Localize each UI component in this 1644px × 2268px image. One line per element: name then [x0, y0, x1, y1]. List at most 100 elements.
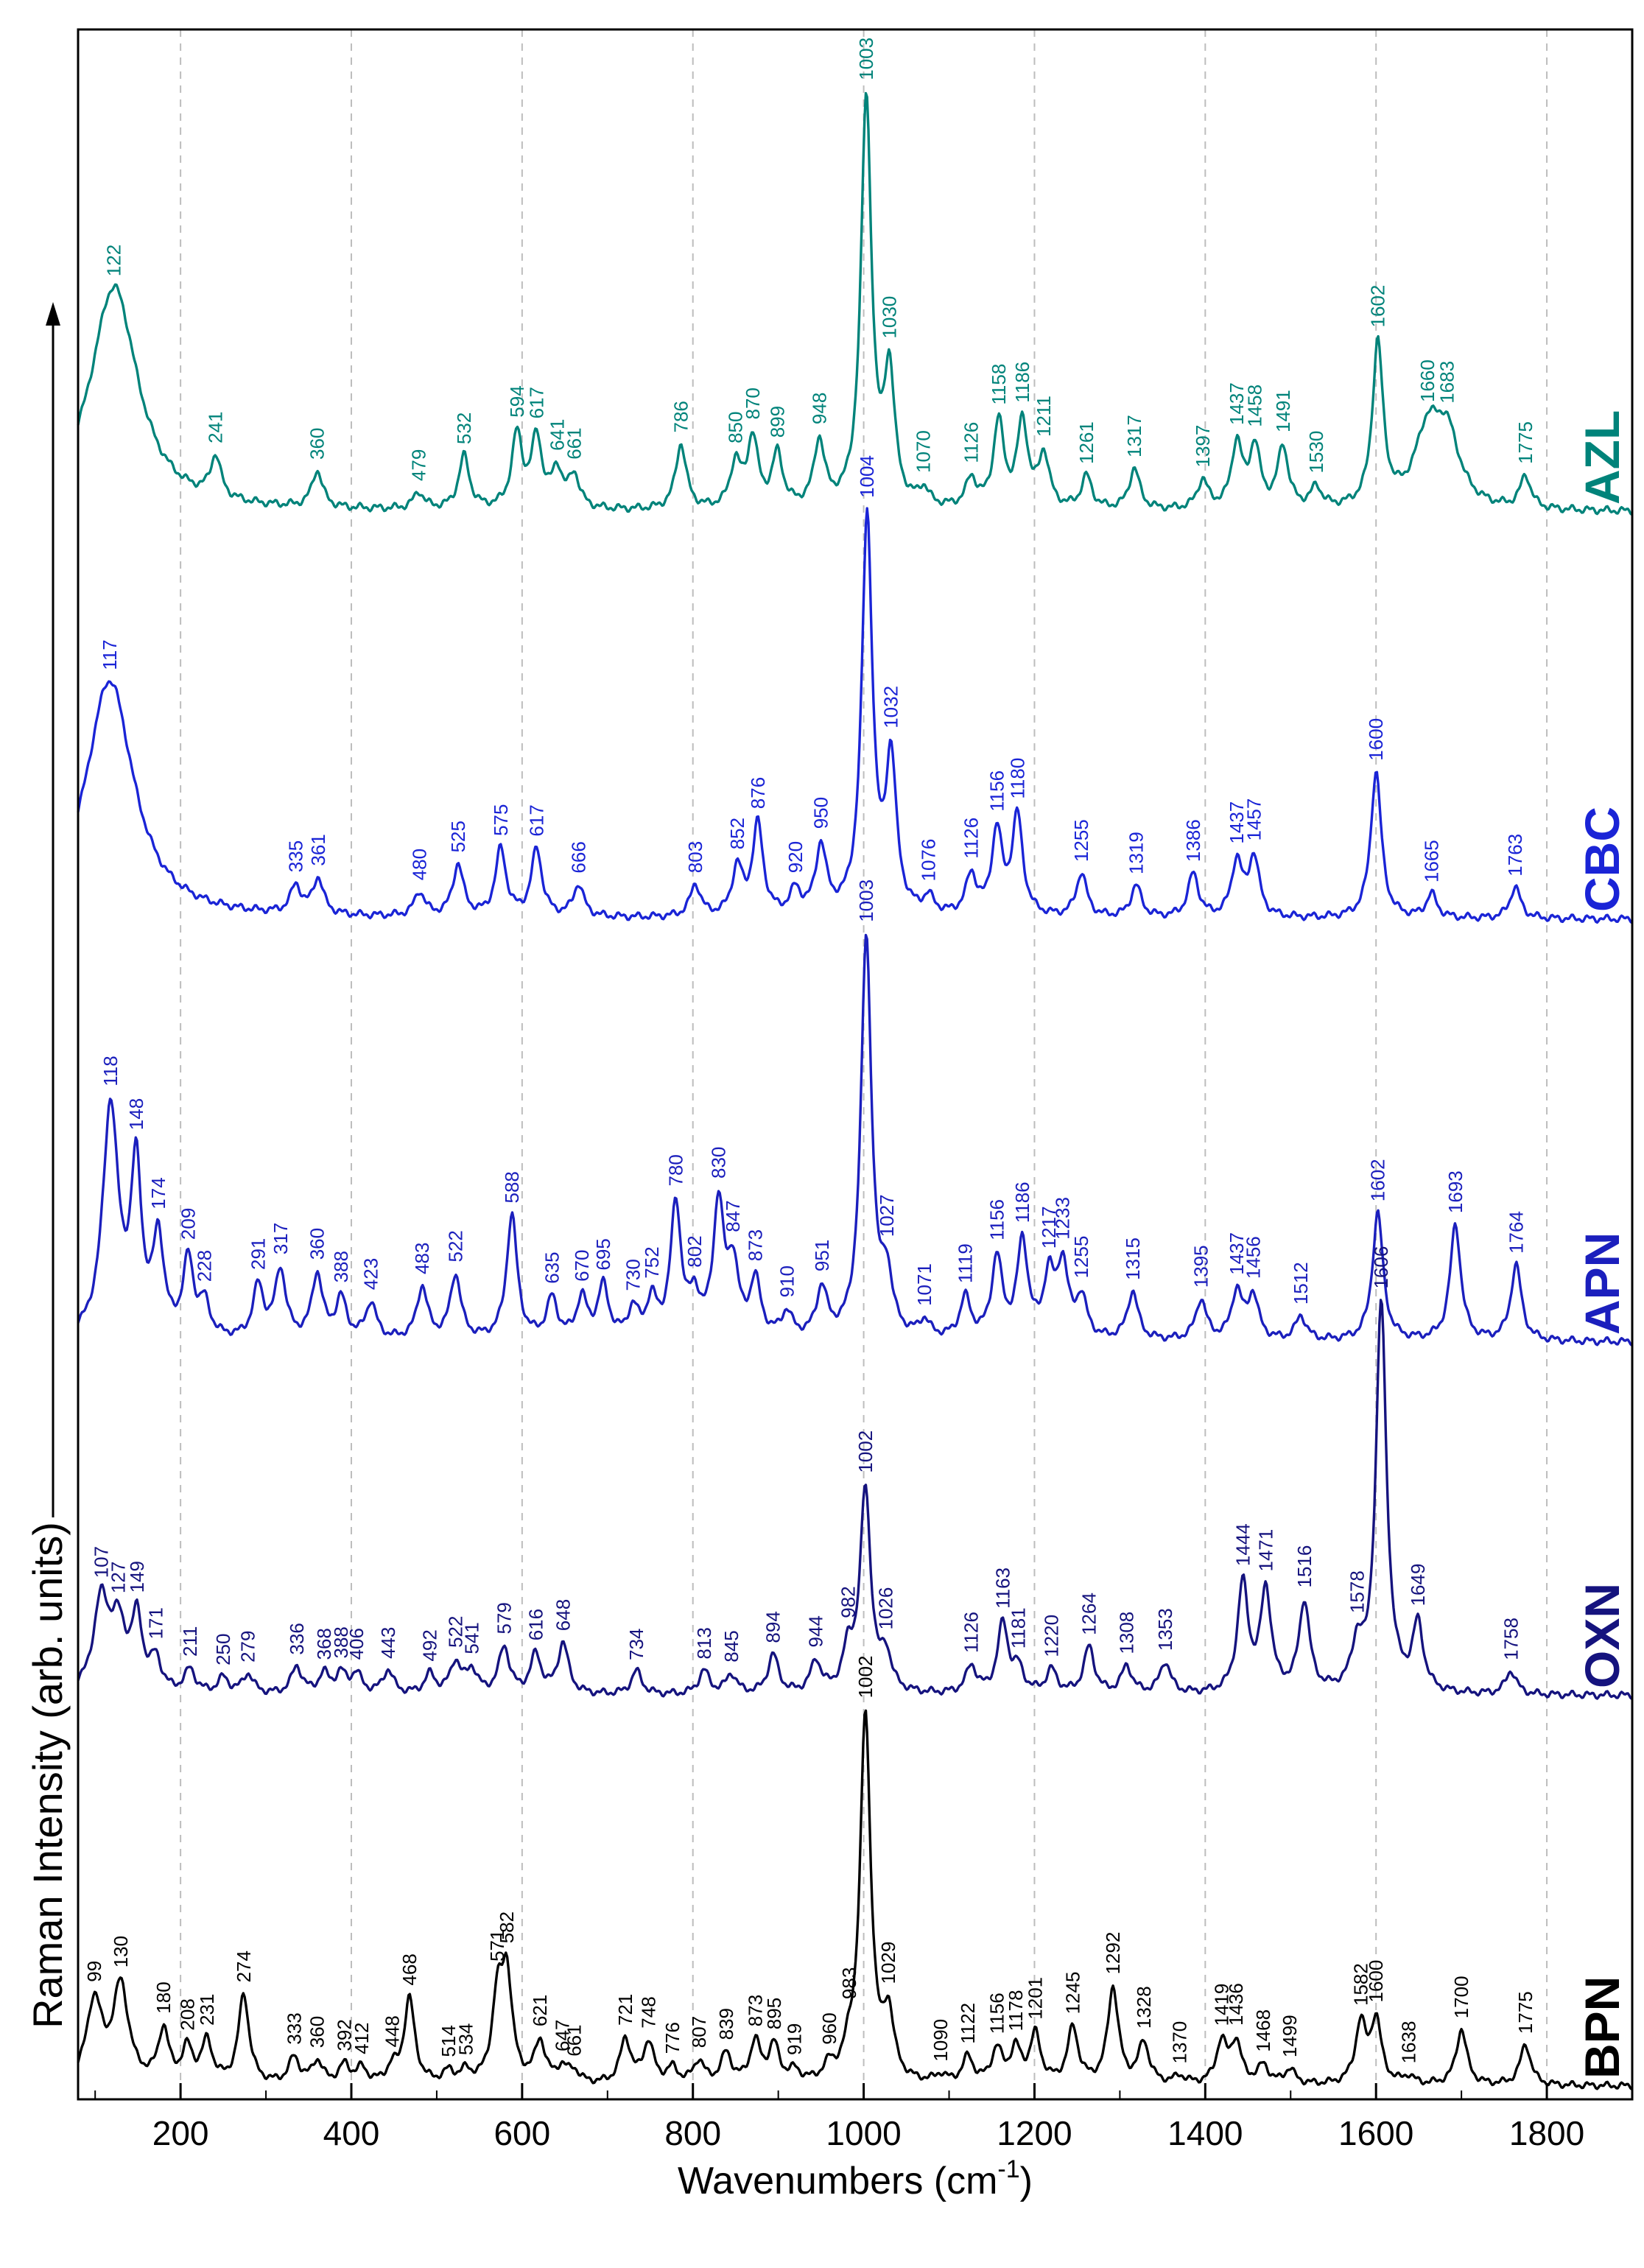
- peak-label: 1126: [960, 818, 983, 859]
- y-axis-arrow: [46, 302, 60, 1517]
- peak-label: 1395: [1190, 1245, 1212, 1288]
- peak-label: 1220: [1041, 1615, 1063, 1657]
- peak-label: 899: [767, 406, 789, 438]
- peak-label: 1700: [1450, 1976, 1472, 2018]
- peak-label: 360: [306, 2016, 329, 2048]
- peak-label: 1027: [876, 1194, 898, 1237]
- x-tick-label: 200: [152, 2114, 209, 2152]
- peak-label: 1245: [1062, 1972, 1084, 2015]
- peak-label: 1397: [1192, 425, 1214, 468]
- peak-label: 1003: [855, 880, 877, 922]
- peak-label: 541: [461, 1622, 483, 1654]
- peak-label: 1004: [856, 455, 878, 498]
- peak-label: 876: [747, 777, 769, 809]
- peak-label: 721: [614, 1994, 636, 2026]
- x-tick-label: 1400: [1167, 2114, 1243, 2152]
- peak-label: 1026: [875, 1587, 897, 1630]
- peak-label: 617: [526, 387, 548, 418]
- peak-label: 171: [145, 1607, 167, 1639]
- peak-label: 1180: [1006, 758, 1028, 799]
- peak-label: 1071: [913, 1263, 935, 1306]
- peak-label: 1471: [1255, 1529, 1277, 1572]
- x-tick-label: 1600: [1338, 2114, 1413, 2152]
- series-line-bpn: [77, 1709, 1633, 2090]
- plot-frame: [77, 28, 1634, 2101]
- peak-label: 525: [447, 821, 469, 852]
- peak-label: 845: [720, 1630, 742, 1662]
- peak-label: 448: [382, 2015, 404, 2047]
- peak-label: 274: [233, 1951, 255, 1982]
- peak-label: 1119: [955, 1243, 977, 1283]
- peak-label: 1386: [1182, 819, 1204, 862]
- peak-label: 492: [419, 1629, 441, 1661]
- peak-label: 786: [670, 401, 692, 432]
- peak-label: 830: [708, 1147, 730, 1179]
- peak-label: 130: [110, 1936, 132, 1967]
- peak-label: 1292: [1102, 1932, 1124, 1975]
- peak-label: 1029: [877, 1942, 899, 1984]
- peak-label: 1255: [1070, 1236, 1092, 1279]
- peak-label: 1437: [1226, 382, 1248, 425]
- peak-label: 983: [838, 1967, 860, 1999]
- peak-label: 388: [330, 1626, 352, 1658]
- peak-label: 1468: [1252, 2009, 1274, 2052]
- peak-label: 852: [726, 818, 748, 849]
- peak-label: 1163: [992, 1567, 1014, 1609]
- x-tick-label: 1000: [826, 2114, 901, 2152]
- peak-label: 228: [194, 1250, 216, 1282]
- peak-label: 1328: [1133, 1986, 1155, 2029]
- series-name-apn: APN: [1575, 1232, 1629, 1335]
- peak-label: 950: [810, 797, 832, 829]
- peak-label: 944: [805, 1615, 827, 1647]
- peak-label: 616: [524, 1609, 547, 1640]
- peak-label: 231: [196, 1994, 218, 2026]
- peak-label: 388: [330, 1251, 352, 1282]
- peak-label: 480: [409, 849, 431, 880]
- peak-label: 1600: [1365, 718, 1387, 761]
- peak-label: 279: [237, 1631, 259, 1663]
- peak-label: 361: [307, 834, 329, 866]
- peak-label: 149: [126, 1561, 148, 1593]
- peak-label: 368: [313, 1628, 335, 1660]
- peak-label: 588: [501, 1171, 523, 1203]
- x-tick-label: 400: [323, 2114, 380, 2152]
- series-name-bpn: BPN: [1575, 1976, 1629, 2079]
- peak-label: 1030: [878, 296, 900, 339]
- peak-label: 333: [283, 2012, 305, 2044]
- peak-label: 1775: [1514, 1991, 1536, 2034]
- x-tick-label: 800: [664, 2114, 721, 2152]
- peak-label: 423: [360, 1258, 382, 1290]
- peak-label: 532: [453, 412, 475, 444]
- peak-label: 1665: [1421, 840, 1443, 882]
- peak-label: 1261: [1075, 421, 1097, 464]
- peak-label: 870: [742, 387, 764, 419]
- peak-label: 1122: [957, 2003, 979, 2044]
- peak-label: 1693: [1444, 1170, 1466, 1213]
- peak-label: 594: [506, 385, 528, 417]
- series-line-apn: [77, 933, 1633, 1347]
- x-tick-label: 1800: [1509, 2114, 1584, 2152]
- peak-label: 839: [715, 2008, 737, 2040]
- peak-label: 571: [486, 1930, 508, 1962]
- peak-label: 948: [808, 393, 830, 424]
- series-names-group: AZL CBC APN OXN BPN: [1575, 410, 1629, 2079]
- y-arrow-head: [46, 302, 60, 326]
- peak-label: 1002: [854, 1430, 877, 1473]
- peak-label: 209: [178, 1208, 200, 1240]
- peak-label: 1660: [1416, 359, 1438, 402]
- peak-label: 1499: [1279, 2015, 1301, 2057]
- peak-label: 241: [205, 412, 227, 443]
- peak-label: 317: [270, 1223, 292, 1254]
- peak-label: 1211: [1033, 396, 1055, 437]
- peak-label: 670: [571, 1250, 593, 1282]
- series-line-oxn: [77, 1299, 1633, 1700]
- peak-label: 1126: [960, 1612, 983, 1653]
- peak-label: 99: [83, 1961, 105, 1982]
- peak-label: 1516: [1293, 1545, 1315, 1588]
- peak-label: 982: [837, 1586, 860, 1618]
- peak-label: 582: [496, 1911, 518, 1943]
- y-axis-label: Raman Intensity (arb. units): [24, 1522, 71, 2029]
- peak-label: 1178: [1005, 1990, 1027, 2032]
- x-axis: 200 400 600 800 1000 1200 1400 1600 1800: [94, 2083, 1633, 2152]
- peak-label: 1602: [1367, 285, 1389, 328]
